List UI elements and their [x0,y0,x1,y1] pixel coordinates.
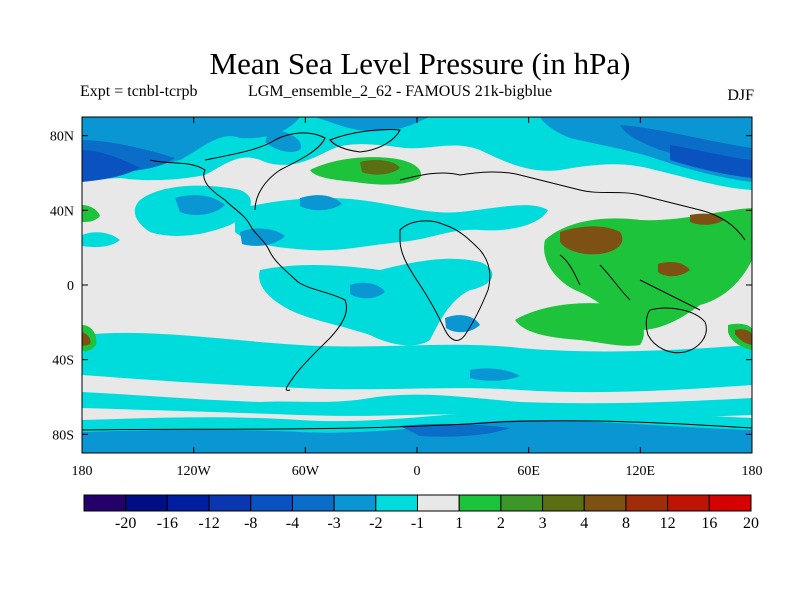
tasman-high-brown [735,329,752,345]
colorbar-label: 2 [497,515,505,532]
south-pacific-high-brown [82,332,91,346]
antarctic-blue [82,420,752,453]
colorbar-swatch [291,494,335,512]
baffin-low [265,128,301,153]
africa-coast [399,220,491,341]
lat-label: 40S [52,354,74,369]
north-america-coast [204,132,326,211]
coastlines [82,129,752,431]
colorbar-swatch [208,494,252,512]
atlantic-blue-spot [240,228,285,246]
dateline-green [82,205,100,222]
map-field [82,117,752,453]
colorbar-swatch [166,494,210,512]
colorbar-swatch [375,494,418,512]
south-asia-coast [559,254,701,311]
north-atlantic-high-olive [360,160,400,175]
colorbar-label: 3 [539,515,547,532]
colorbar-label: -2 [369,515,382,532]
colorbar-label: -3 [327,515,340,532]
colorbar-label: -8 [244,515,257,532]
colorbar-label: -12 [198,515,219,532]
colorbar: -20 -16 -12 -8 -4 -3 -2 -1 1 2 3 4 8 12 16 20 [83,494,759,532]
colorbar-swatch [542,494,585,512]
indian-ocean-high-green [515,303,644,346]
lon-label: 120W [177,464,212,479]
south-atlantic-blue [445,315,480,333]
colorbar-label: 16 [701,515,717,532]
colorbar-label: -1 [411,515,424,532]
lon-label: 60W [292,464,320,479]
colorbar-swatch [333,494,377,512]
americas-coast [149,159,347,391]
siberia-low-4 [670,145,752,178]
colorbar-swatch [125,494,168,512]
eurasia-coast [399,171,746,241]
greenland-low-2 [315,117,430,132]
colorbar-swatch [583,494,627,512]
colorbar-swatch [417,494,460,512]
colorbar-swatch [625,494,669,512]
colorbar-label: 12 [660,515,676,532]
lon-label: 180 [742,464,763,479]
lon-axis: 180 120W 60W 0 60E 120E 180 [72,117,763,479]
lon-label: 180 [72,464,93,479]
colorbar-swatch [500,494,544,512]
alaska-low-4 [82,150,140,182]
colorbar-label: 1 [455,515,463,532]
atlantic-blue-spot-2 [300,195,342,211]
lon-label: 120E [626,464,656,479]
experiment-label: Expt = tcnbl-tcrpb [80,83,198,100]
colorbar-label: -4 [286,515,299,532]
colorbar-label: 8 [622,515,630,532]
chart-title: Mean Sea Level Pressure (in hPa) [209,46,631,81]
colorbar-swatch [83,494,127,512]
colorbar-label: 4 [580,515,588,532]
lon-label: 0 [414,464,421,479]
colorbar-swatch [708,494,752,512]
japan-high-brown [690,213,724,225]
lat-label: 0 [67,279,74,294]
tibet-high-brown [560,226,623,255]
run-label: LGM_ensemble_2_62 - FAMOUS 21k-bigblue [248,83,553,100]
north-pacific-blue [175,195,225,216]
southern-blue-spot [470,368,520,381]
southern-ocean-cyan-band [82,332,752,393]
lat-label: 80S [52,428,74,443]
colorbar-label: -20 [115,515,136,532]
colorbar-swatch [458,494,502,512]
greenland-coast [329,129,401,153]
north-atlantic-cyan [235,198,548,251]
colorbar-label: -16 [157,515,178,532]
lon-label: 60E [517,464,540,479]
colorbar-swatch [667,494,710,512]
australia-coast [645,307,707,354]
antarctic-blue-3 [400,423,510,437]
lat-label: 80N [50,130,74,145]
colorbar-swatch [250,494,293,512]
tropical-atlantic-blue [350,282,385,299]
lat-label: 40N [50,204,74,219]
lat-axis: 80N 40N 0 40S 80S [50,130,752,443]
colorbar-label: 20 [743,515,759,532]
philippine-high-brown [658,262,690,277]
antarctica-coast [82,420,752,431]
tropical-atlantic-cyan [259,258,493,346]
season-label: DJF [727,87,754,104]
equatorial-pacific-cyan [82,232,120,248]
